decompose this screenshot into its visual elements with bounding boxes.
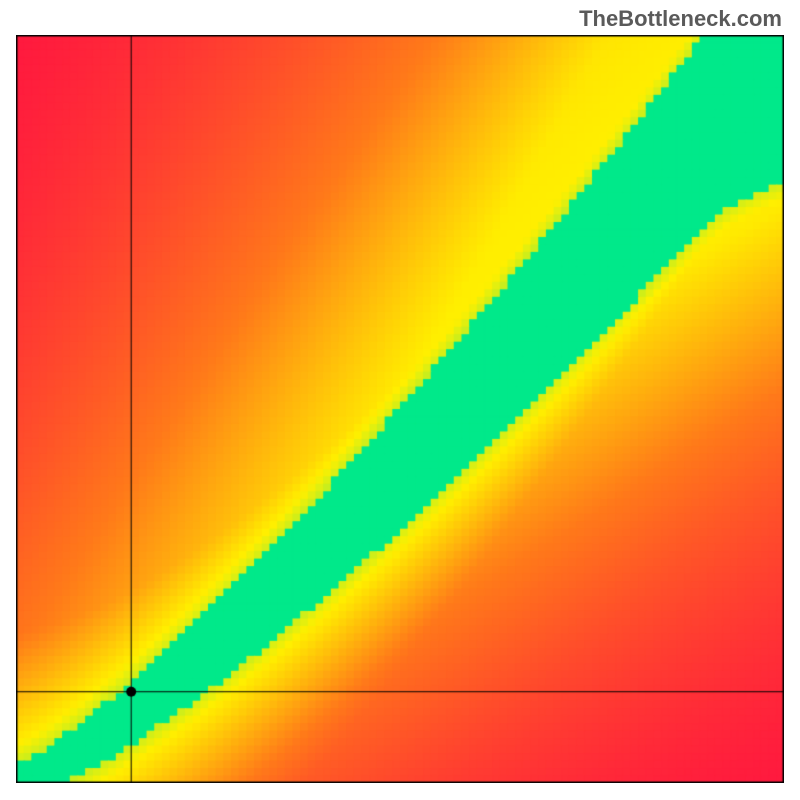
heatmap-canvas [16, 35, 784, 783]
heatmap-chart [16, 35, 784, 783]
chart-container: TheBottleneck.com [0, 0, 800, 800]
watermark-text: TheBottleneck.com [579, 6, 782, 32]
